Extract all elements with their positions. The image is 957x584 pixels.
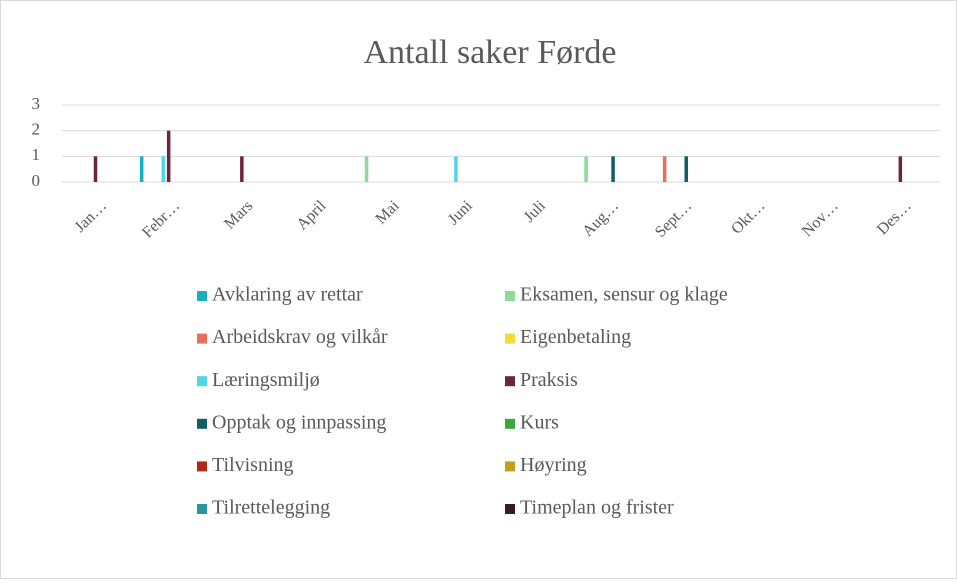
bar bbox=[240, 156, 244, 182]
bar bbox=[611, 156, 615, 182]
bar bbox=[662, 156, 667, 182]
y-tick-label: 2 bbox=[32, 120, 41, 139]
legend-swatch bbox=[197, 291, 207, 301]
legend-label: Eigenbetaling bbox=[520, 326, 631, 348]
bar bbox=[584, 156, 588, 182]
legend-label: Høyring bbox=[520, 454, 587, 476]
legend-label: Avklaring av rettar bbox=[212, 284, 363, 306]
bar bbox=[166, 130, 171, 182]
legend-label: Praksis bbox=[520, 369, 578, 391]
bar bbox=[139, 156, 144, 182]
bar bbox=[684, 156, 688, 182]
legend-swatch bbox=[197, 461, 207, 472]
legend-label: Arbeidskrav og vilkår bbox=[212, 326, 388, 348]
y-tick-label: 0 bbox=[32, 171, 41, 190]
bar bbox=[161, 156, 166, 182]
legend-swatch bbox=[505, 504, 515, 514]
legend-swatch bbox=[505, 418, 515, 429]
legend-label: Tilvisning bbox=[212, 454, 294, 476]
y-tick-label: 1 bbox=[32, 145, 41, 164]
bar bbox=[898, 156, 903, 182]
legend-label: Læringsmiljø bbox=[212, 369, 320, 391]
bar bbox=[93, 156, 98, 182]
legend-swatch bbox=[505, 291, 515, 301]
bar bbox=[364, 156, 369, 182]
chart-title: Antall saker Førde bbox=[363, 34, 616, 71]
legend-swatch bbox=[197, 376, 207, 387]
legend-label: Eksamen, sensur og klage bbox=[520, 284, 728, 306]
legend-label: Opptak og innpassing bbox=[212, 411, 386, 433]
legend-swatch bbox=[505, 333, 515, 344]
bar bbox=[454, 156, 458, 182]
legend-swatch bbox=[505, 461, 515, 472]
legend-label: Timeplan og frister bbox=[520, 497, 674, 519]
legend-swatch bbox=[197, 333, 207, 344]
legend-swatch bbox=[505, 376, 515, 387]
legend-label: Kurs bbox=[520, 411, 559, 433]
legend-label: Tilrettelegging bbox=[212, 497, 330, 519]
legend-swatch bbox=[197, 504, 207, 514]
y-tick-label: 3 bbox=[32, 94, 41, 113]
legend-swatch bbox=[197, 418, 207, 429]
